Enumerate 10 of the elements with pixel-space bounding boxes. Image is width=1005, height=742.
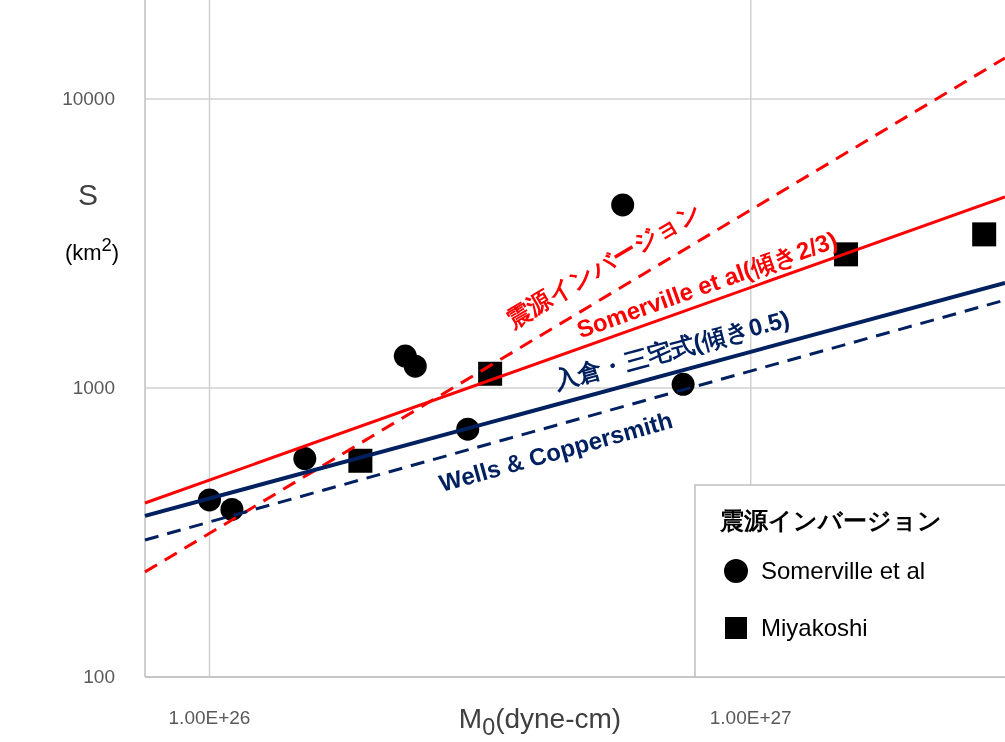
legend-title: 震源インバージョン xyxy=(720,506,942,536)
y-tick-label: 10000 xyxy=(62,87,115,110)
legend-label: Miyakoshi xyxy=(761,614,868,642)
y-axis-title: S (km$^{2}$) xyxy=(64,178,120,266)
y-tick-label: 100 xyxy=(83,666,115,688)
y-tick-label: 1000 xyxy=(72,376,115,399)
x-tick-label: 1.00E+27 xyxy=(709,707,792,729)
legend-label: Somerville et al xyxy=(761,557,926,585)
x-axis-title: M$_{0}$(dyne-cm) xyxy=(458,703,622,741)
x-tick-label: 1.00E+26 xyxy=(168,707,251,729)
